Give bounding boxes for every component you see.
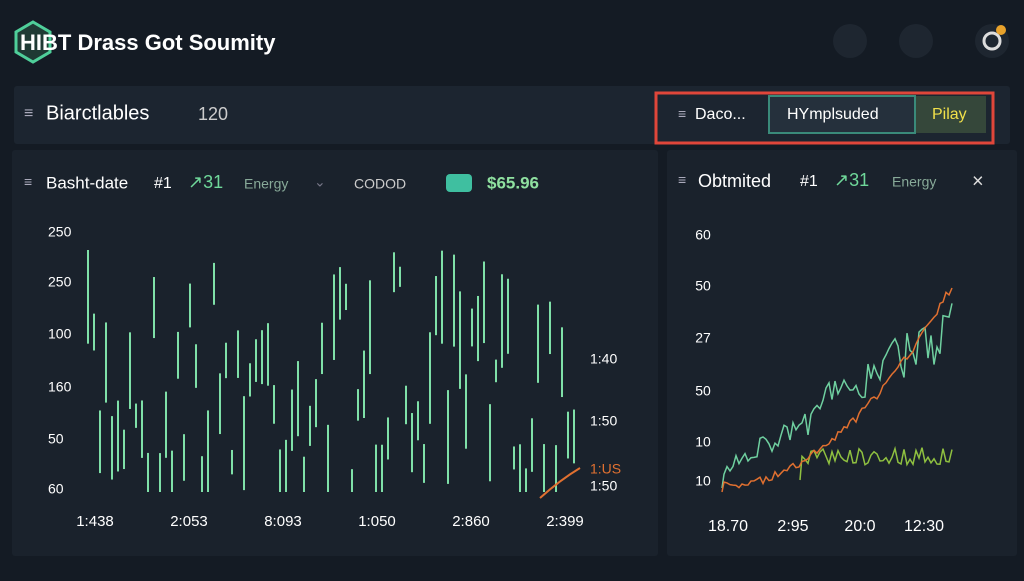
y-label: 160 xyxy=(48,379,72,395)
y-label: 100 xyxy=(48,326,72,342)
tab[interactable] xyxy=(916,96,986,133)
decor-line xyxy=(539,467,581,499)
x-label: 2:860 xyxy=(452,513,490,530)
panel-code: CODOD xyxy=(354,176,406,192)
tab-label[interactable]: HYmplsuded xyxy=(787,106,879,123)
right-label: 1:50 xyxy=(590,478,617,494)
x-label: 20:0 xyxy=(844,518,875,535)
panel-tag: #1 xyxy=(154,175,172,192)
y-label: 50 xyxy=(695,383,711,399)
panel-title: Basht-date xyxy=(46,173,128,192)
icon-button[interactable] xyxy=(899,24,933,58)
y-label: 10 xyxy=(695,473,711,489)
right-label: 1:50 xyxy=(590,413,617,429)
close-button[interactable]: × xyxy=(972,170,984,192)
icon xyxy=(982,31,1002,51)
y-label: 250 xyxy=(48,274,72,290)
icon xyxy=(446,174,472,192)
menu-icon: ≡ xyxy=(24,174,32,190)
y-label: 50 xyxy=(48,431,64,447)
y-label: 10 xyxy=(695,434,711,450)
menu-icon: ≡ xyxy=(678,172,686,188)
panel-label: Energy xyxy=(892,174,936,190)
y-label: 60 xyxy=(695,227,711,243)
panel-change: ↗31 xyxy=(834,170,869,190)
y-label: 27 xyxy=(695,330,711,346)
toolbar xyxy=(14,86,1010,144)
panel-title: Obtmited xyxy=(698,171,771,191)
toolbar-title: Biarctlables xyxy=(46,102,149,124)
panel xyxy=(667,150,1017,556)
x-label: 12:30 xyxy=(904,518,944,535)
toolbar-count: 120 xyxy=(198,104,228,124)
decor-line xyxy=(721,303,953,489)
menu-icon: ≡ xyxy=(678,106,686,122)
highlight-box xyxy=(654,91,995,145)
menu-icon: ≡ xyxy=(24,105,33,122)
app-title: HIBT Drass Got Soumity xyxy=(20,30,276,55)
panel-label: Energy xyxy=(244,176,288,192)
y-label: 250 xyxy=(48,224,72,240)
panel-price: $65.96 xyxy=(487,173,539,192)
right-label: 1:40 xyxy=(590,351,617,367)
icon-button[interactable] xyxy=(833,24,867,58)
menu-button[interactable]: Daco... xyxy=(695,106,746,123)
x-label: 1:050 xyxy=(358,513,396,530)
badge xyxy=(996,25,1006,35)
x-label: 2:053 xyxy=(170,513,208,530)
tab-label[interactable]: Pilay xyxy=(932,106,967,123)
decor-line xyxy=(721,287,953,493)
logo xyxy=(14,20,52,64)
panel-change: ↗31 xyxy=(188,172,223,192)
tab[interactable] xyxy=(768,95,916,134)
x-label: 1:438 xyxy=(76,513,114,530)
x-label: 8:093 xyxy=(264,513,302,530)
right-label: 1:US xyxy=(590,461,621,477)
decor-line xyxy=(799,445,953,481)
panel-tag: #1 xyxy=(800,173,818,190)
x-label: 2:95 xyxy=(777,518,808,535)
x-label: 18.70 xyxy=(708,518,748,535)
y-label: 60 xyxy=(48,481,64,497)
x-label: 2:399 xyxy=(546,513,584,530)
y-label: 50 xyxy=(695,278,711,294)
icon: ⌄ xyxy=(314,174,326,190)
